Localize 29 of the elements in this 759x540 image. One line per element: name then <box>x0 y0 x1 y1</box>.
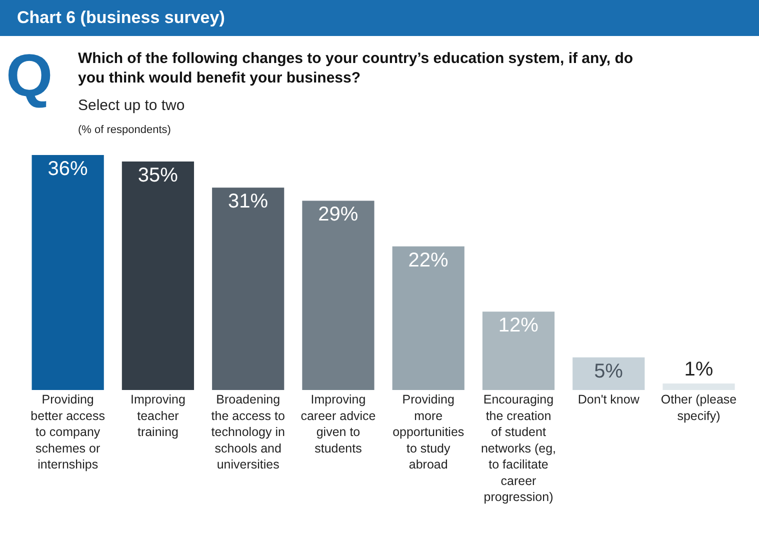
data-label: 29% <box>318 204 358 226</box>
x-tick-label: Improving career advice given to students <box>300 392 376 456</box>
bar <box>32 155 104 390</box>
bar <box>662 383 735 390</box>
chart-title: Chart 6 (business survey) <box>17 8 225 27</box>
x-tick-label: Providing more opportunities to study abroad <box>392 392 464 472</box>
chart-subtitle: Which of the following changes to your country’s education system, if any, do you think would benefit your business? <box>78 50 634 86</box>
x-tick-label: Other (please specify) <box>660 392 737 423</box>
x-tick-label: Providing better access to company schemes or internships <box>30 392 106 472</box>
x-tick-label: Don't know <box>578 392 640 406</box>
bar <box>392 246 464 390</box>
bar <box>212 188 284 390</box>
bar <box>302 200 374 390</box>
data-label: 36% <box>48 158 88 180</box>
text: (% of respondents) <box>78 124 171 136</box>
bar <box>122 162 194 390</box>
data-label: 5% <box>594 360 624 382</box>
x-tick-label: Improving teacher training <box>130 392 186 439</box>
data-label: 31% <box>228 190 268 213</box>
bar <box>572 357 645 390</box>
x-tick-label: Encouraging the creation of student networks (eg, to facilitate career progression) <box>480 392 556 504</box>
data-label: 35% <box>138 164 178 187</box>
data-label: 12% <box>498 314 539 337</box>
data-label: 1% <box>684 358 714 380</box>
text: Q <box>6 42 53 109</box>
data-label: 22% <box>408 249 448 272</box>
text: Select up to two <box>78 97 185 114</box>
x-tick-label: Broadening the access to technology in schools and universities <box>211 392 285 472</box>
bar <box>482 312 555 390</box>
